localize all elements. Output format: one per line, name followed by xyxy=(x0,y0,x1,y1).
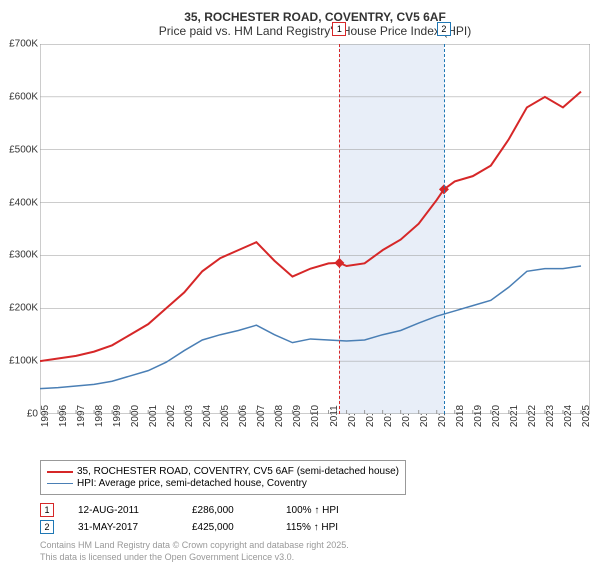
legend-label: HPI: Average price, semi-detached house,… xyxy=(77,478,307,489)
legend-row: 35, ROCHESTER ROAD, COVENTRY, CV5 6AF (s… xyxy=(47,466,399,477)
legend-label: 35, ROCHESTER ROAD, COVENTRY, CV5 6AF (s… xyxy=(77,466,399,477)
sale-pct: 100% ↑ HPI xyxy=(286,505,339,516)
y-tick-label: £400K xyxy=(9,197,38,208)
ref-line xyxy=(339,44,340,414)
sale-marker: 2 xyxy=(40,520,54,534)
legend-swatch xyxy=(47,471,73,473)
page-subtitle: Price paid vs. HM Land Registry's House … xyxy=(40,24,590,38)
ref-marker-label: 2 xyxy=(437,22,451,36)
sale-marker: 1 xyxy=(40,503,54,517)
y-tick-label: £100K xyxy=(9,356,38,367)
footer-line1: Contains HM Land Registry data © Crown c… xyxy=(40,540,590,552)
chart-plot: £0£100K£200K£300K£400K£500K£600K£700K 19… xyxy=(40,44,590,414)
x-axis: 1995199619971998199920002001200220032004… xyxy=(40,414,590,454)
ref-line xyxy=(444,44,445,414)
y-tick-label: £200K xyxy=(9,303,38,314)
y-tick-label: £500K xyxy=(9,144,38,155)
legend-swatch xyxy=(47,483,73,485)
y-tick-label: £0 xyxy=(27,409,38,420)
page-title: 35, ROCHESTER ROAD, COVENTRY, CV5 6AF xyxy=(40,10,590,24)
chart-svg xyxy=(40,44,590,414)
legend-row: HPI: Average price, semi-detached house,… xyxy=(47,478,399,489)
sale-price: £425,000 xyxy=(192,522,262,533)
sale-pct: 115% ↑ HPI xyxy=(286,522,338,533)
y-tick-label: £700K xyxy=(9,39,38,50)
sale-row: 2 31-MAY-2017 £425,000 115% ↑ HPI xyxy=(40,520,590,534)
y-axis: £0£100K£200K£300K£400K£500K£600K£700K xyxy=(0,44,40,414)
y-tick-label: £600K xyxy=(9,91,38,102)
sale-date: 31-MAY-2017 xyxy=(78,522,168,533)
footer-line2: This data is licensed under the Open Gov… xyxy=(40,552,590,563)
legend: 35, ROCHESTER ROAD, COVENTRY, CV5 6AF (s… xyxy=(40,460,406,495)
sale-date: 12-AUG-2011 xyxy=(78,505,168,516)
ref-marker-label: 1 xyxy=(332,22,346,36)
sales-table: 1 12-AUG-2011 £286,000 100% ↑ HPI 2 31-MAY-20… xyxy=(40,503,590,534)
y-tick-label: £300K xyxy=(9,250,38,261)
sale-price: £286,000 xyxy=(192,505,262,516)
sale-row: 1 12-AUG-2011 £286,000 100% ↑ HPI xyxy=(40,503,590,517)
